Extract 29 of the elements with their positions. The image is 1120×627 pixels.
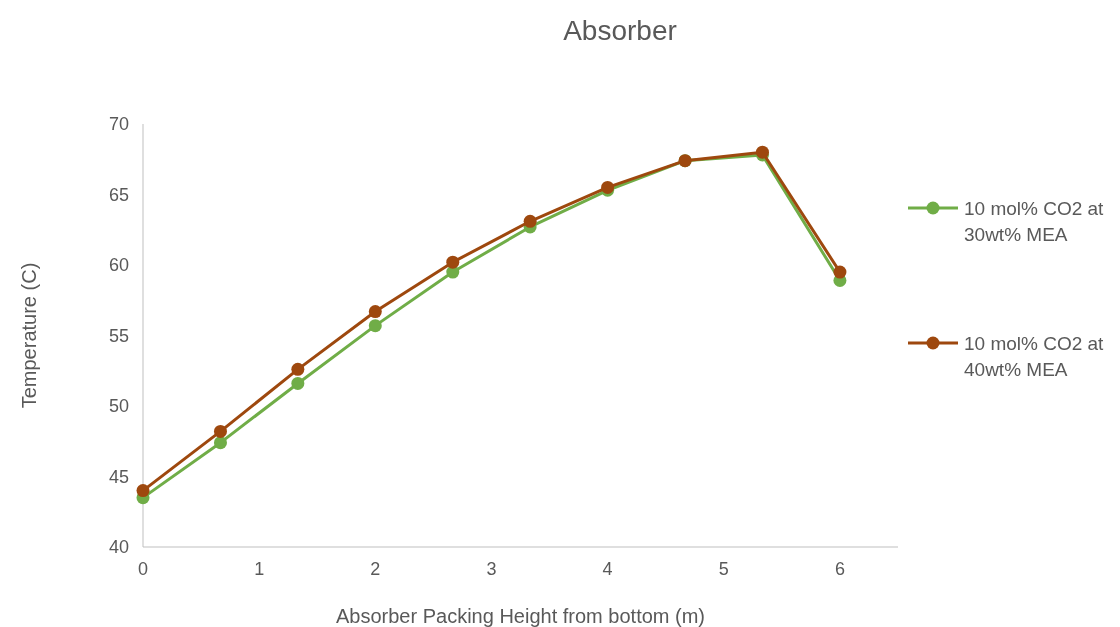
y-tick-label: 45 (108, 466, 129, 487)
x-tick-label: 4 (602, 559, 613, 579)
point (833, 265, 847, 279)
y-tick-label: 65 (108, 184, 129, 205)
y-tick-label: 50 (108, 396, 129, 417)
point (291, 376, 305, 390)
y-tick-label: 70 (108, 114, 129, 135)
y-tick-label: 55 (108, 325, 129, 346)
y-tick-label: 40 (108, 537, 129, 558)
point (446, 255, 460, 269)
point (523, 214, 537, 228)
x-tick-label: 0 (137, 559, 149, 579)
y-tick-label: 60 (108, 255, 129, 276)
point (368, 305, 382, 319)
point (213, 436, 227, 450)
point (136, 484, 150, 498)
x-tick-label: 1 (254, 559, 265, 579)
y-axis-title: Temperature (C) (18, 262, 40, 409)
point (213, 424, 227, 438)
chart-title: Absorber (563, 15, 677, 46)
x-tick-label: 2 (370, 559, 381, 579)
point (368, 319, 382, 333)
x-axis-title: Absorber Packing Height from bottom (m) (335, 605, 706, 627)
x-tick-label: 3 (486, 559, 497, 579)
legend-label: 10 mol% CO2 at 30wt% MEA (964, 197, 1105, 246)
point (291, 362, 305, 376)
x-tick-label: 5 (718, 559, 729, 579)
x-tick-label: 6 (834, 559, 845, 579)
legend-label: 10 mol% CO2 at 40wt% MEA (964, 332, 1105, 381)
